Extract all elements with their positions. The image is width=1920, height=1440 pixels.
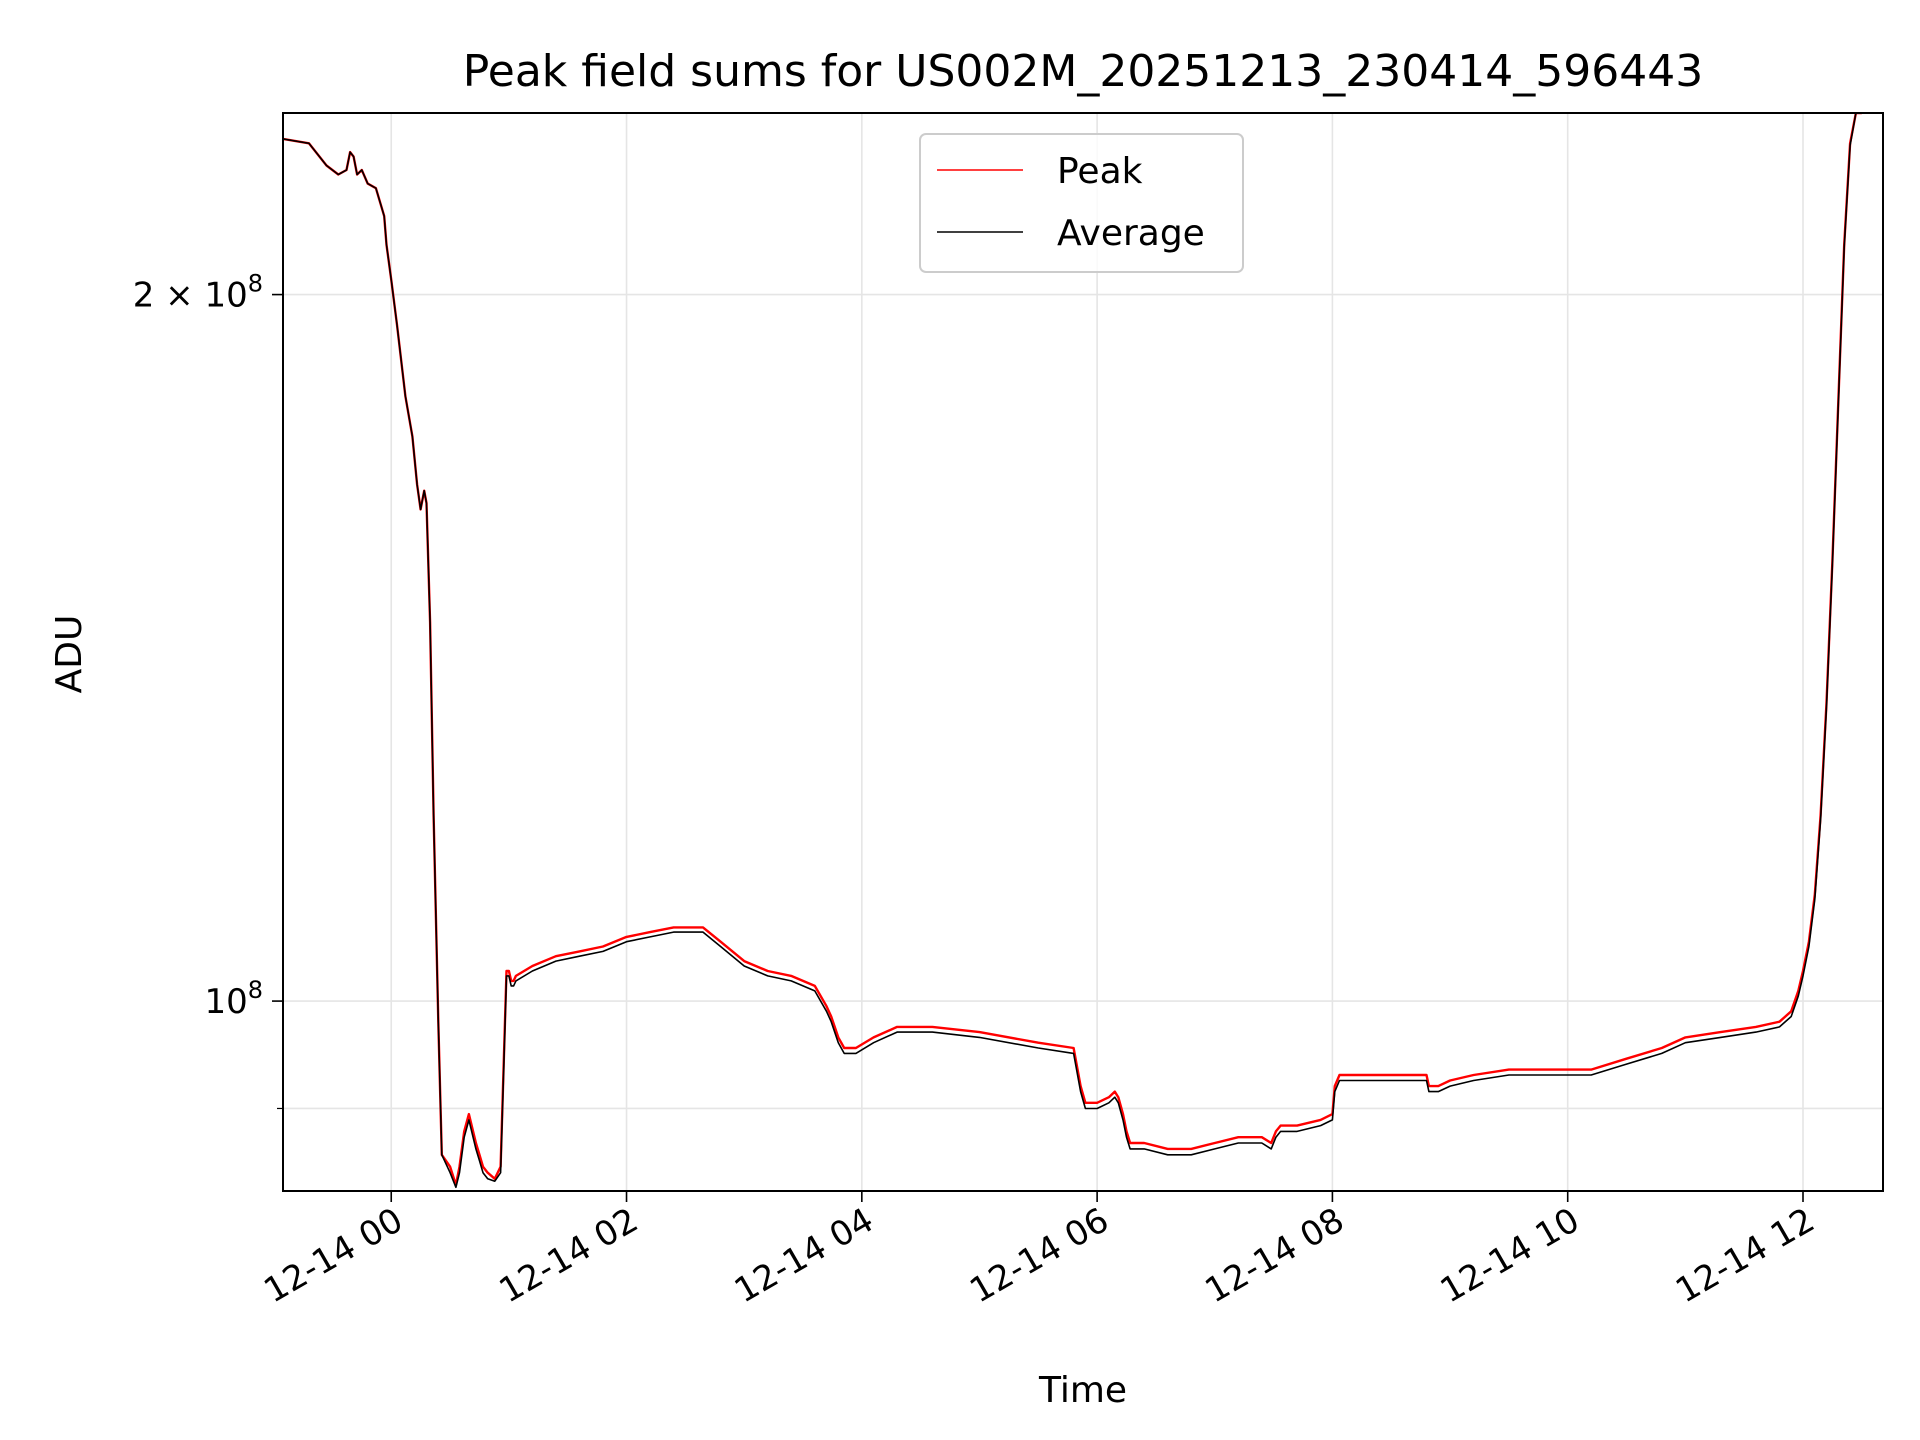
legend-label-average: Average [1057, 213, 1205, 254]
x-axis-label: Time [1038, 1370, 1127, 1411]
plot-series [283, 113, 1862, 1189]
legend-box [919, 133, 1244, 273]
plot-frame [282, 112, 1884, 1192]
legend: Peak Average [919, 133, 1244, 273]
series-line-average [283, 113, 1862, 1189]
y-tick-label: 2 × 108 [133, 270, 263, 316]
grid [283, 113, 1883, 1191]
legend-label-peak: Peak [1057, 151, 1143, 192]
chart-title: Peak field sums for US002M_20251213_2304… [463, 46, 1703, 97]
y-axis-label: ADU [49, 615, 90, 694]
